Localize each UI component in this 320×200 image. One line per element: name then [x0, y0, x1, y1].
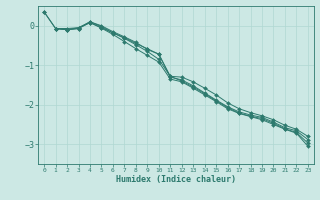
- X-axis label: Humidex (Indice chaleur): Humidex (Indice chaleur): [116, 175, 236, 184]
